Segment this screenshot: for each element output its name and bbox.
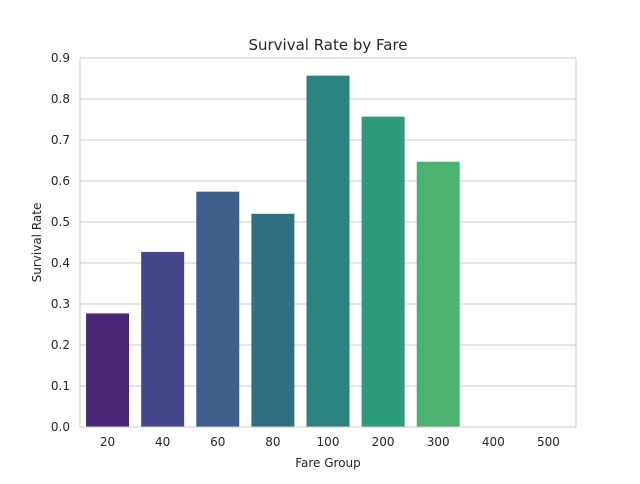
x-tick-label: 80 — [265, 435, 280, 449]
bar-60 — [196, 191, 240, 427]
bar-40 — [141, 251, 185, 427]
x-tick-label: 20 — [100, 435, 115, 449]
bar-layer — [86, 75, 460, 428]
y-tick-labels: 0.0 0.1 0.2 0.3 0.4 0.5 0.6 0.7 0.8 0.9 — [51, 51, 70, 434]
chart-title: Survival Rate by Fare — [248, 36, 407, 54]
x-tick-label: 300 — [427, 435, 450, 449]
x-tick-label: 40 — [155, 435, 170, 449]
bar-300 — [416, 161, 460, 428]
y-tick-label: 0.3 — [51, 297, 70, 311]
x-axis-label: Fare Group — [295, 456, 361, 470]
y-tick-label: 0.1 — [51, 379, 70, 393]
x-tick-labels: 20 40 60 80 100 200 300 400 500 — [100, 435, 560, 449]
y-tick-label: 0.2 — [51, 338, 70, 352]
bar-20 — [86, 313, 130, 427]
y-axis-label: Survival Rate — [30, 203, 44, 283]
x-tick-label: 100 — [317, 435, 340, 449]
bar-100 — [306, 75, 350, 427]
x-tick-label: 60 — [210, 435, 225, 449]
bar-80 — [251, 213, 295, 427]
y-tick-label: 0.4 — [51, 256, 70, 270]
y-tick-label: 0.0 — [51, 420, 70, 434]
x-tick-label: 400 — [482, 435, 505, 449]
y-tick-label: 0.9 — [51, 51, 70, 65]
y-tick-label: 0.8 — [51, 92, 70, 106]
y-tick-label: 0.6 — [51, 174, 70, 188]
bar-200 — [361, 116, 405, 427]
y-tick-label: 0.5 — [51, 215, 70, 229]
plot-frame — [79, 57, 577, 428]
y-tick-label: 0.7 — [51, 133, 70, 147]
x-tick-label: 200 — [372, 435, 395, 449]
x-tick-label: 500 — [537, 435, 560, 449]
